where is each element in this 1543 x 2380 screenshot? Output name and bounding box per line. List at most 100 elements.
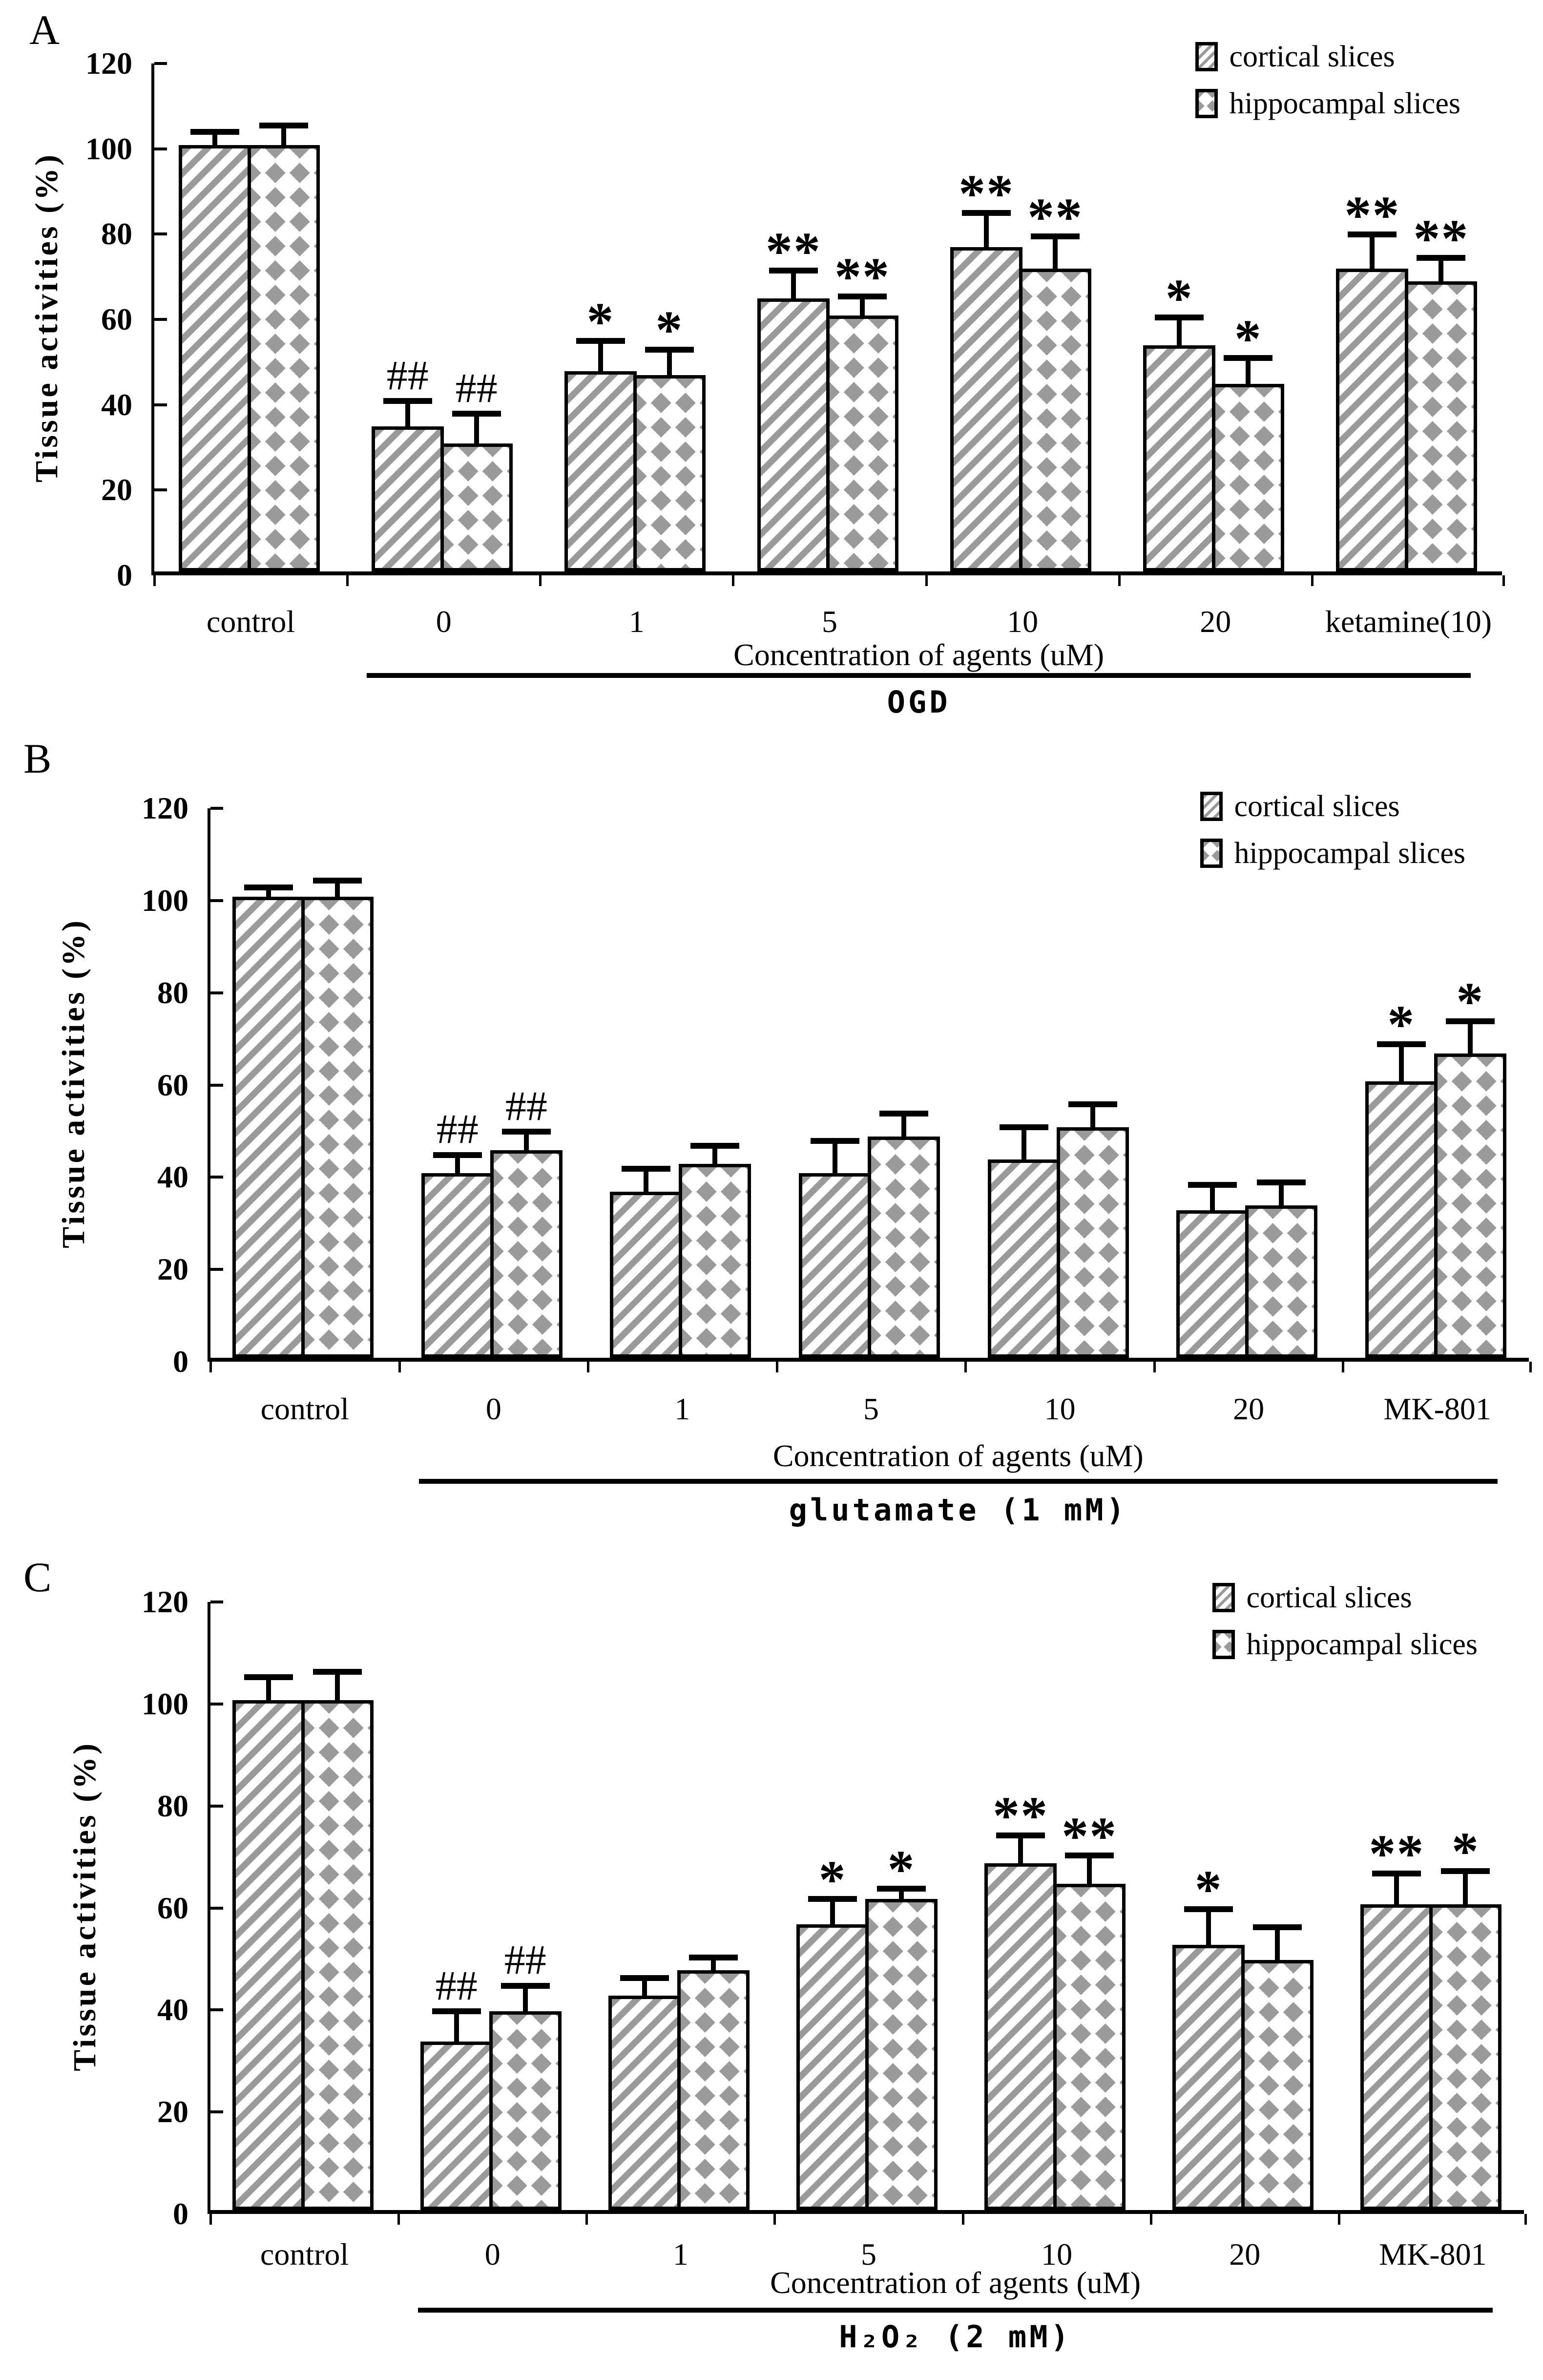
- category-label: 5: [860, 2237, 876, 2272]
- y-tick-label: 0: [117, 558, 132, 592]
- error-bar-cap: [690, 1142, 740, 1149]
- cortical-bar: [984, 1863, 1057, 2210]
- y-tick-label: 40: [157, 1992, 188, 2027]
- significance-hash: ##: [504, 1936, 546, 1983]
- error-bar-stem: [266, 1677, 271, 1700]
- error-bar-cap: [769, 268, 818, 274]
- error-bar-stem: [710, 1958, 716, 1971]
- error-bar-stem: [1398, 1044, 1404, 1081]
- error-bar-cap: [383, 398, 432, 404]
- panel-c-chart: C Tissue activities (%) 0 20 40 60 80 100 120 cor…: [0, 1553, 1543, 2380]
- error-bar-cap: [1441, 1868, 1490, 1874]
- error-bar-cap: [452, 410, 501, 417]
- error-bar-cap: [1188, 1181, 1237, 1188]
- error-bar-stem: [1467, 1021, 1473, 1053]
- error-bar-stem: [474, 413, 479, 443]
- y-axis-tick: [210, 807, 223, 810]
- y-tick-label: 80: [157, 1788, 188, 1823]
- hippocampal-bar: [1429, 1904, 1502, 2210]
- error-bar-stem: [1053, 236, 1058, 269]
- error-bar-cap: [999, 1124, 1048, 1130]
- significance-star: **: [1062, 1806, 1118, 1866]
- error-bar-cap: [1257, 1179, 1306, 1186]
- category-label: MK-801: [1383, 1391, 1491, 1426]
- category-label: 0: [436, 604, 452, 639]
- cortical-bar: [178, 145, 251, 571]
- category-label: 10: [1044, 1391, 1076, 1426]
- error-bar-cap: [1068, 1101, 1117, 1107]
- legend: cortical slices hippocampal slices: [1200, 791, 1465, 868]
- legend-item: cortical slices: [1195, 42, 1460, 72]
- error-bar-cap: [1031, 233, 1080, 240]
- y-axis-tick: [154, 232, 167, 236]
- y-axis-tick: [154, 62, 167, 65]
- category-boundary-tick: [961, 2214, 964, 2225]
- treatment-underline: [418, 2308, 1493, 2313]
- cortical-bar: [371, 426, 444, 571]
- error-bar-stem: [1021, 1127, 1026, 1160]
- error-bar-stem: [281, 126, 286, 145]
- treatment-label: H₂O₂ (2 mM): [839, 2319, 1072, 2355]
- category-label: control: [206, 604, 295, 639]
- category-label: 10: [1007, 604, 1039, 639]
- error-bar-stem: [712, 1145, 718, 1164]
- panel-b-chart: B Tissue activities (%) 0 20 40 60 80 100 120 cor…: [0, 733, 1543, 1553]
- cortical-bar: [1360, 1904, 1433, 2210]
- legend-label: cortical slices: [1234, 790, 1400, 823]
- diamond-swatch-icon: [1195, 89, 1218, 118]
- cortical-bar: [610, 1192, 683, 1358]
- cortical-bar: [950, 247, 1023, 571]
- category-boundary-tick: [773, 2214, 776, 2225]
- category-label: 10: [1041, 2237, 1073, 2272]
- error-bar-stem: [334, 1672, 340, 1700]
- hippocampal-bar: [865, 1899, 938, 2210]
- error-bar-stem: [667, 349, 672, 376]
- category-label: MK-801: [1379, 2237, 1487, 2272]
- category-label: 20: [1233, 1391, 1265, 1426]
- significance-hash: ##: [505, 1082, 547, 1130]
- category-label: 20: [1229, 2237, 1261, 2272]
- category-label: 1: [628, 604, 645, 639]
- category-boundary-tick: [1118, 575, 1121, 586]
- y-axis-tick: [210, 899, 223, 902]
- category-label: control: [260, 1391, 349, 1426]
- category-label: 0: [484, 2237, 500, 2272]
- hippocampal-bar: [489, 2011, 562, 2210]
- category-boundary-tick: [925, 575, 928, 586]
- hippocampal-bar: [1245, 1205, 1318, 1358]
- category-boundary-tick: [775, 1362, 778, 1372]
- hippocampal-bar: [490, 1150, 563, 1358]
- panel-letter: C: [23, 1554, 52, 1601]
- category-label: 5: [863, 1391, 879, 1426]
- x-axis-title: Concentration of agents (uM): [733, 637, 1105, 672]
- cortical-bar: [1172, 1945, 1245, 2210]
- category-label: 1: [674, 1391, 690, 1426]
- hippocampal-bar: [1056, 1127, 1129, 1358]
- panel-letter: A: [29, 6, 60, 53]
- error-bar-stem: [1279, 1182, 1284, 1206]
- error-bar-stem: [1206, 1909, 1211, 1945]
- significance-star: **: [1027, 187, 1084, 247]
- y-tick-label: 0: [173, 1344, 188, 1379]
- y-axis-tick: [154, 488, 167, 492]
- y-tick-label: 100: [142, 1686, 188, 1721]
- legend-item: cortical slices: [1212, 1582, 1478, 1613]
- error-bar-cap: [879, 1110, 928, 1116]
- treatment-label: OGD: [887, 684, 951, 720]
- hippocampal-bar: [247, 145, 320, 571]
- diamond-swatch-icon: [1212, 1630, 1235, 1659]
- significance-star: *: [655, 300, 684, 360]
- significance-star: *: [586, 291, 615, 351]
- error-bar-cap: [1417, 255, 1466, 261]
- error-bar-cap: [962, 210, 1011, 216]
- y-axis-tick: [210, 1176, 223, 1179]
- error-bar-stem: [830, 1899, 835, 1925]
- cortical-bar: [1143, 345, 1216, 571]
- significance-hash: ##: [386, 351, 429, 399]
- error-bar-stem: [1463, 1871, 1468, 1904]
- error-bar-cap: [1224, 355, 1273, 361]
- error-bar-cap: [838, 293, 887, 299]
- cortical-bar: [987, 1159, 1060, 1358]
- error-bar-stem: [833, 1141, 837, 1174]
